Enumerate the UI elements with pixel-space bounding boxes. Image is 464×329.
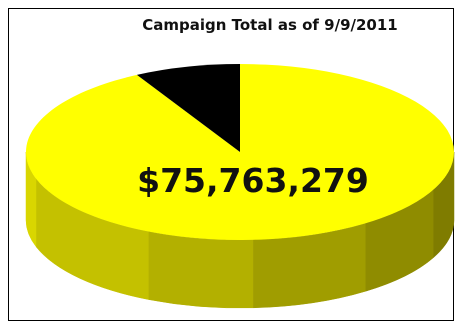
pie-slice-wedge xyxy=(136,64,240,152)
pie-top xyxy=(25,64,454,241)
chart-title: Campaign Total as of 9/9/2011 xyxy=(142,16,398,34)
pie-side xyxy=(25,151,455,309)
campaign-total-label: $75,763,279 xyxy=(137,161,369,200)
pie-side-band xyxy=(148,231,254,309)
pie-slice-main xyxy=(25,64,454,241)
